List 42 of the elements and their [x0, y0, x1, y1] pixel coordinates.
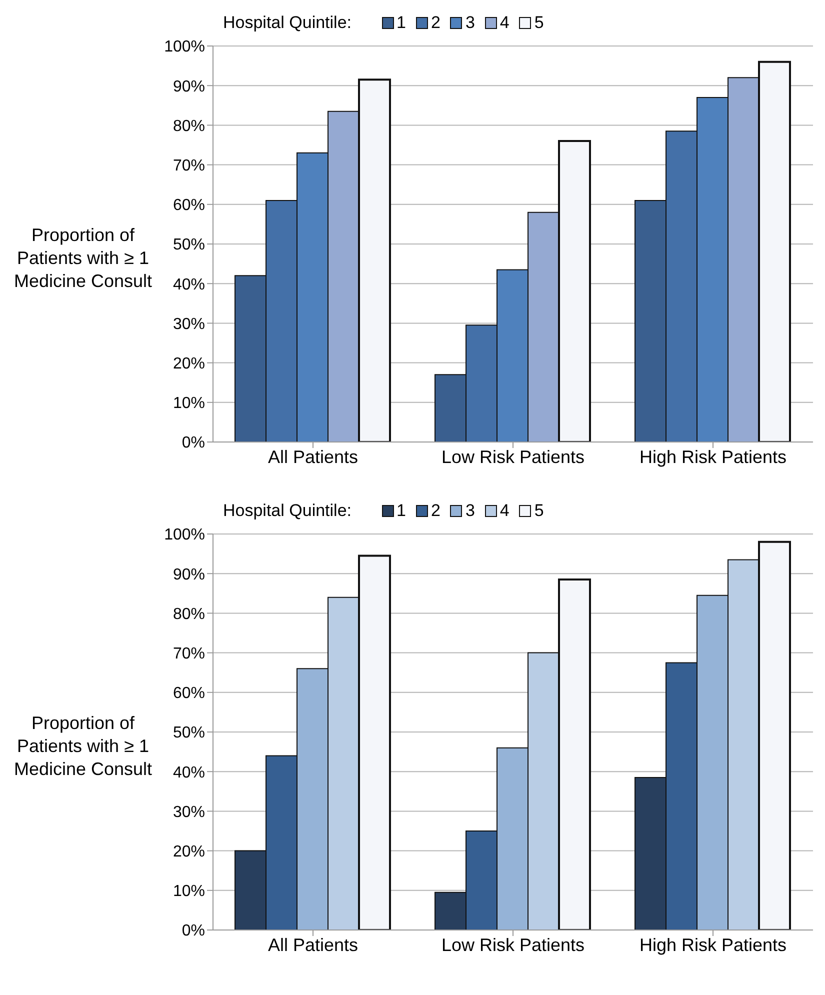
y-tick-label: 90% — [172, 78, 205, 96]
legend-label: 5 — [534, 13, 544, 33]
x-tick-label: High Risk Patients — [639, 934, 787, 955]
x-tick-label: All Patients — [268, 934, 358, 955]
x-tick-label: All Patients — [268, 446, 358, 467]
y-tick-label: 50% — [172, 724, 205, 742]
legend-title: Hospital Quintile: — [223, 13, 352, 33]
y-tick-label: 60% — [172, 197, 205, 214]
y-tick-label: 80% — [172, 606, 205, 623]
y-tick-label: 0% — [182, 434, 205, 452]
y-tick-label: 30% — [172, 316, 205, 333]
legend-label: 1 — [396, 501, 406, 521]
legend-label: 2 — [430, 501, 440, 521]
y-tick-label: 40% — [172, 276, 205, 294]
y-tick-label: 70% — [172, 645, 205, 662]
y-tick-label: 50% — [172, 236, 205, 254]
y-tick-label: 100% — [164, 38, 205, 56]
y-tick-label: 10% — [172, 395, 205, 412]
legend-label: 3 — [465, 13, 475, 33]
legend-label: 2 — [430, 13, 440, 33]
y-axis-title: Proportion of Patients with ≥ 1 Medicine Consult — [12, 712, 154, 780]
x-tick-label: Low Risk Patients — [441, 446, 585, 467]
y-tick-label: 60% — [172, 685, 205, 702]
y-tick-label: 40% — [172, 764, 205, 782]
y-tick-label: 90% — [172, 566, 205, 584]
legend-label: 3 — [465, 501, 475, 521]
y-axis-title: Proportion of Patients with ≥ 1 Medicine Consult — [12, 224, 154, 292]
y-tick-label: 30% — [172, 804, 205, 821]
y-tick-label: 20% — [172, 843, 205, 860]
y-tick-label: 10% — [172, 883, 205, 900]
y-tick-label: 70% — [172, 157, 205, 174]
y-tick-label: 0% — [182, 922, 205, 940]
legend-label: 4 — [500, 501, 510, 521]
y-tick-label: 80% — [172, 118, 205, 135]
x-tick-label: High Risk Patients — [639, 446, 787, 467]
legend-title: Hospital Quintile: — [223, 501, 352, 521]
y-tick-label: 20% — [172, 355, 205, 372]
legend-label: 1 — [396, 13, 406, 33]
legend-label: 5 — [534, 501, 544, 521]
x-tick-label: Low Risk Patients — [441, 934, 585, 955]
legend-label: 4 — [500, 13, 510, 33]
y-tick-label: 100% — [164, 526, 205, 544]
